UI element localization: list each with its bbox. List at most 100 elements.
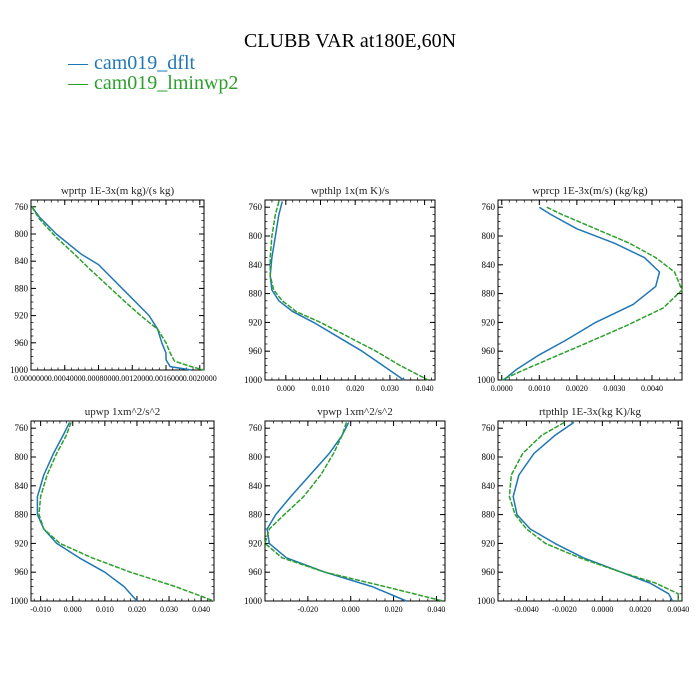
y-tick-label: 800 <box>15 229 29 239</box>
plot-frame <box>264 199 436 381</box>
legend-line-lminwp2: — <box>68 72 88 94</box>
series-line-lminwp2 <box>38 422 215 602</box>
y-tick-label: 880 <box>15 510 29 520</box>
y-tick-label: 760 <box>482 423 496 433</box>
series-line-lminwp2 <box>269 201 429 381</box>
series-line-lminwp2 <box>501 206 683 381</box>
x-tick-label: 0.010 <box>96 605 114 614</box>
y-tick-label: 760 <box>482 202 496 212</box>
panel-title: wprtp 1E-3x(m kg)/(s kg) <box>61 185 175 197</box>
x-tick-label: -0.0020 <box>552 605 577 614</box>
x-tick-label: 0.0020 <box>629 605 651 614</box>
x-tick-label: -0.0040 <box>514 605 539 614</box>
panel-5: vpwp 1xm^2/s^2 760 800 840 880 920 960 1000 -0.0… <box>244 406 446 614</box>
y-tick-label: 920 <box>249 317 263 327</box>
x-tick-label: 0.0000 <box>491 384 513 393</box>
x-tick-label: 0.0016000 <box>149 374 183 383</box>
series-line-dflt <box>36 422 138 602</box>
x-tick-label: 0.000 <box>277 384 295 393</box>
x-tick-label: 0.020 <box>346 384 364 393</box>
x-tick-label: -0.020 <box>298 605 319 614</box>
y-tick-label: 960 <box>15 338 29 348</box>
panel-6: rtpthlp 1E-3x(kg K)/kg 760 800 840 880 920 960… <box>477 406 689 614</box>
y-tick-label: 760 <box>15 423 29 433</box>
y-tick-label: 840 <box>249 481 263 491</box>
panel-3: wprcp 1E-3x(m/s) (kg/kg) 760 800 840 880 920 9… <box>477 185 683 393</box>
y-tick-label: 960 <box>249 567 263 577</box>
y-tick-label: 960 <box>249 346 263 356</box>
y-tick-label: 840 <box>482 260 496 270</box>
plot-frame <box>30 420 215 602</box>
y-tick-label: 840 <box>249 260 263 270</box>
y-tick-label: 800 <box>482 452 496 462</box>
figure-title: CLUBB VAR at180E,60N <box>243 30 457 52</box>
y-tick-label: 920 <box>249 538 263 548</box>
y-tick-label: 840 <box>15 256 29 266</box>
x-tick-label: 0.0040 <box>667 605 689 614</box>
legend-label-dflt: cam019_dflt <box>94 52 196 74</box>
x-tick-label: 0.0010 <box>528 384 550 393</box>
y-tick-label: 960 <box>482 346 496 356</box>
series-line-dflt <box>512 421 674 602</box>
legend-entry-lminwp2: — cam019_lminwp2 <box>68 72 238 95</box>
y-tick-label: 880 <box>249 510 263 520</box>
x-tick-label: 0.0030 <box>603 384 625 393</box>
y-tick-label: 840 <box>15 481 29 491</box>
x-tick-label: 0.0008000 <box>82 374 116 383</box>
x-tick-label: 0.0000000 <box>14 374 48 383</box>
x-tick-label: -0.010 <box>30 605 51 614</box>
x-tick-label: 0.0012000 <box>115 374 149 383</box>
legend-entry-dflt: — cam019_dflt <box>68 52 195 75</box>
y-tick-label: 880 <box>482 510 496 520</box>
x-tick-label: 0.040 <box>192 605 210 614</box>
x-tick-label: 0.000 <box>64 605 82 614</box>
y-tick-label: 1000 <box>10 365 29 375</box>
y-tick-label: 1000 <box>477 596 496 606</box>
panel-title: vpwp 1xm^2/s^2 <box>317 406 392 418</box>
legend-line-dflt: — <box>68 52 88 74</box>
x-tick-label: 0.030 <box>381 384 399 393</box>
x-tick-label: 0.040 <box>427 605 445 614</box>
y-tick-label: 1000 <box>244 596 263 606</box>
y-tick-label: 880 <box>482 289 496 299</box>
x-tick-label: 0.0004000 <box>48 374 82 383</box>
y-tick-label: 1000 <box>477 375 496 385</box>
y-tick-label: 920 <box>482 317 496 327</box>
y-tick-label: 1000 <box>244 375 263 385</box>
series-line-lminwp2 <box>31 206 205 371</box>
x-tick-label: 0.040 <box>416 384 434 393</box>
y-tick-label: 800 <box>15 452 29 462</box>
y-tick-label: 760 <box>15 202 29 212</box>
y-tick-label: 920 <box>15 538 29 548</box>
panel-4: upwp 1xm^2/s^2 760 800 840 880 920 960 1000-0.0… <box>10 406 215 614</box>
plot-frame <box>264 420 446 602</box>
y-tick-label: 920 <box>482 538 496 548</box>
y-tick-label: 960 <box>482 567 496 577</box>
x-tick-label: 0.000 <box>342 605 360 614</box>
panel-1: wprtp 1E-3x(m kg)/(s kg) 760 800 840 880 920 9… <box>10 185 217 383</box>
y-tick-label: 760 <box>249 202 263 212</box>
series-line-lminwp2 <box>508 421 679 601</box>
plot-frame <box>30 199 205 371</box>
panel-title: rtpthlp 1E-3x(kg K)/kg <box>539 406 642 418</box>
panel-title: upwp 1xm^2/s^2 <box>85 406 160 418</box>
x-tick-label: 0.0040 <box>641 384 663 393</box>
x-tick-label: 0.0020 <box>566 384 588 393</box>
y-tick-label: 1000 <box>10 596 29 606</box>
y-tick-label: 800 <box>249 452 263 462</box>
y-tick-label: 920 <box>15 311 29 321</box>
series-line-lminwp2 <box>264 422 444 602</box>
y-tick-label: 960 <box>15 567 29 577</box>
x-tick-label: 0.020 <box>385 605 403 614</box>
y-tick-label: 800 <box>482 231 496 241</box>
y-tick-label: 840 <box>482 481 496 491</box>
series-line-dflt <box>269 201 405 381</box>
panel-2: wpthlp 1x(m K)/s 760 800 840 880 920 960 1000 0.… <box>244 185 436 393</box>
x-tick-label: 0.0000 <box>591 605 613 614</box>
x-tick-label: 0.020 <box>128 605 146 614</box>
x-tick-label: 0.010 <box>312 384 330 393</box>
x-tick-label: 0.030 <box>160 605 178 614</box>
series-line-dflt <box>503 206 661 381</box>
